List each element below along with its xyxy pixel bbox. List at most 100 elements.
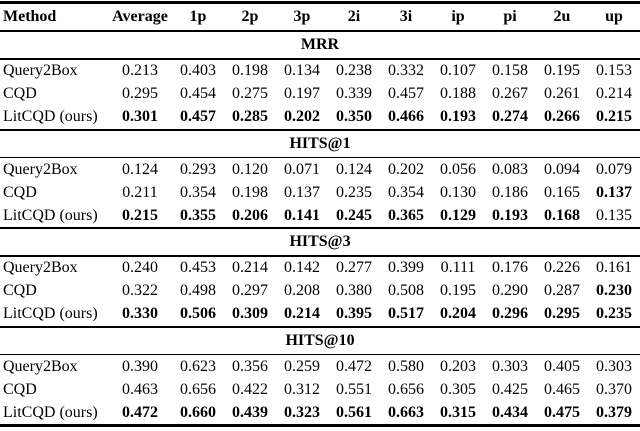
table-row-query2box: Query2Box 0.240 0.453 0.214 0.142 0.277 0.399 0… <box>0 257 640 280</box>
method-cell: CQD <box>3 183 37 201</box>
value-cell-ip: 0.204 <box>440 305 476 322</box>
value-cell-ip: 0.203 <box>440 357 476 375</box>
value-cell-pi: 0.296 <box>492 305 528 322</box>
section-title-rule <box>0 156 640 158</box>
section-title-rule <box>0 58 640 60</box>
value-cell-1p: 0.453 <box>180 259 216 276</box>
value-cell-3p: 0.202 <box>284 108 320 125</box>
column-header-2p: 2p <box>241 8 259 25</box>
table-row-litcqd-ours-: LitCQD (ours) 0.215 0.355 0.206 0.141 0.245 0.… <box>0 204 640 227</box>
value-cell-ip: 0.305 <box>440 380 476 398</box>
method-cell: CQD <box>3 282 37 299</box>
value-cell-3i: 0.354 <box>388 183 424 201</box>
value-cell-2u: 0.195 <box>544 62 580 79</box>
value-cell-2u: 0.094 <box>544 160 580 178</box>
value-cell-3p: 0.259 <box>284 357 320 375</box>
method-cell: Query2Box <box>3 62 78 79</box>
value-cell-3i: 0.517 <box>388 305 424 322</box>
value-cell-1p: 0.506 <box>180 305 216 322</box>
value-cell-1p: 0.454 <box>180 85 216 102</box>
value-cell-3i: 0.202 <box>388 160 424 178</box>
column-header-2i: 2i <box>347 8 361 25</box>
value-cell-up: 0.235 <box>596 305 632 322</box>
value-cell-3i: 0.580 <box>388 357 424 375</box>
value-cell-ip: 0.188 <box>440 85 476 102</box>
value-cell-ip: 0.129 <box>440 206 476 224</box>
value-cell-2p: 0.285 <box>232 108 268 125</box>
value-cell-up: 0.230 <box>596 282 632 299</box>
value-cell-ip: 0.056 <box>440 160 476 178</box>
value-cell-2i: 0.395 <box>336 305 372 322</box>
value-cell-3p: 0.214 <box>284 305 320 322</box>
value-cell-ip: 0.315 <box>440 403 476 421</box>
table-row-cqd: CQD 0.322 0.498 0.297 0.208 0.380 0.508 0.195 0.… <box>0 280 640 303</box>
value-cell-1p: 0.293 <box>180 160 216 178</box>
value-cell-up: 0.379 <box>596 403 632 421</box>
value-cell-up: 0.370 <box>596 380 632 398</box>
value-cell-2i: 0.245 <box>336 206 372 224</box>
value-cell-2i: 0.472 <box>336 357 372 375</box>
section-title-row: HITS@3 <box>0 229 640 255</box>
section-title: HITS@3 <box>289 233 351 250</box>
method-cell: LitCQD (ours) <box>3 403 98 421</box>
value-cell-2p: 0.275 <box>232 85 268 102</box>
value-cell-average: 0.390 <box>122 357 158 375</box>
value-cell-2u: 0.295 <box>544 305 580 322</box>
value-cell-average: 0.213 <box>122 62 158 79</box>
column-header-method: Method <box>3 8 57 25</box>
value-cell-2i: 0.124 <box>336 160 372 178</box>
value-cell-3p: 0.142 <box>284 259 320 276</box>
value-cell-2p: 0.198 <box>232 62 268 79</box>
value-cell-up: 0.079 <box>596 160 632 178</box>
value-cell-1p: 0.457 <box>180 108 216 125</box>
table-header-row: Method Average 1p 2p 3p 2i 3i ip pi 2u up <box>0 4 640 30</box>
section-title: MRR <box>300 36 340 53</box>
metric-section: MRR Query2Box 0.213 0.403 0.198 0.134 0.238 0.3… <box>0 32 640 131</box>
metric-section: HITS@10 Query2Box 0.390 0.623 0.356 0.259 0.47… <box>0 328 640 427</box>
value-cell-2p: 0.120 <box>232 160 268 178</box>
value-cell-up: 0.303 <box>596 357 632 375</box>
value-cell-2i: 0.551 <box>336 380 372 398</box>
value-cell-up: 0.135 <box>596 206 632 224</box>
section-title-row: HITS@1 <box>0 131 640 157</box>
value-cell-pi: 0.274 <box>492 108 528 125</box>
value-cell-2p: 0.439 <box>232 403 268 421</box>
method-cell: Query2Box <box>3 259 78 276</box>
value-cell-3p: 0.141 <box>284 206 320 224</box>
table-row-litcqd-ours-: LitCQD (ours) 0.301 0.457 0.285 0.202 0.350 0.… <box>0 106 640 129</box>
value-cell-ip: 0.193 <box>440 108 476 125</box>
method-cell: LitCQD (ours) <box>3 206 98 224</box>
table-sections: MRR Query2Box 0.213 0.403 0.198 0.134 0.238 0.3… <box>0 32 640 427</box>
value-cell-pi: 0.186 <box>492 183 528 201</box>
value-cell-pi: 0.425 <box>492 380 528 398</box>
table-row-cqd: CQD 0.463 0.656 0.422 0.312 0.551 0.656 0.305 0.… <box>0 378 640 401</box>
method-cell: LitCQD (ours) <box>3 305 98 322</box>
table-row-query2box: Query2Box 0.213 0.403 0.198 0.134 0.238 0.332 0… <box>0 60 640 83</box>
value-cell-3i: 0.332 <box>388 62 424 79</box>
column-header-pi: pi <box>503 8 517 25</box>
value-cell-pi: 0.303 <box>492 357 528 375</box>
value-cell-up: 0.153 <box>596 62 632 79</box>
value-cell-3p: 0.323 <box>284 403 320 421</box>
table-row-litcqd-ours-: LitCQD (ours) 0.472 0.660 0.439 0.323 0.561 0.… <box>0 401 640 424</box>
value-cell-3p: 0.071 <box>284 160 320 178</box>
value-cell-2u: 0.465 <box>544 380 580 398</box>
value-cell-3i: 0.457 <box>388 85 424 102</box>
value-cell-ip: 0.130 <box>440 183 476 201</box>
value-cell-2u: 0.168 <box>544 206 580 224</box>
value-cell-average: 0.124 <box>122 160 158 178</box>
value-cell-ip: 0.107 <box>440 62 476 79</box>
value-cell-3p: 0.208 <box>284 282 320 299</box>
column-header-3p: 3p <box>293 8 311 25</box>
value-cell-pi: 0.158 <box>492 62 528 79</box>
section-title-rule <box>0 255 640 257</box>
table-row-litcqd-ours-: LitCQD (ours) 0.330 0.506 0.309 0.214 0.395 0.… <box>0 303 640 326</box>
value-cell-2i: 0.235 <box>336 183 372 201</box>
value-cell-pi: 0.267 <box>492 85 528 102</box>
value-cell-average: 0.463 <box>122 380 158 398</box>
column-header-1p: 1p <box>189 8 207 25</box>
value-cell-pi: 0.193 <box>492 206 528 224</box>
section-end-rule <box>0 128 640 131</box>
value-cell-3p: 0.197 <box>284 85 320 102</box>
section-end-rule <box>0 227 640 229</box>
